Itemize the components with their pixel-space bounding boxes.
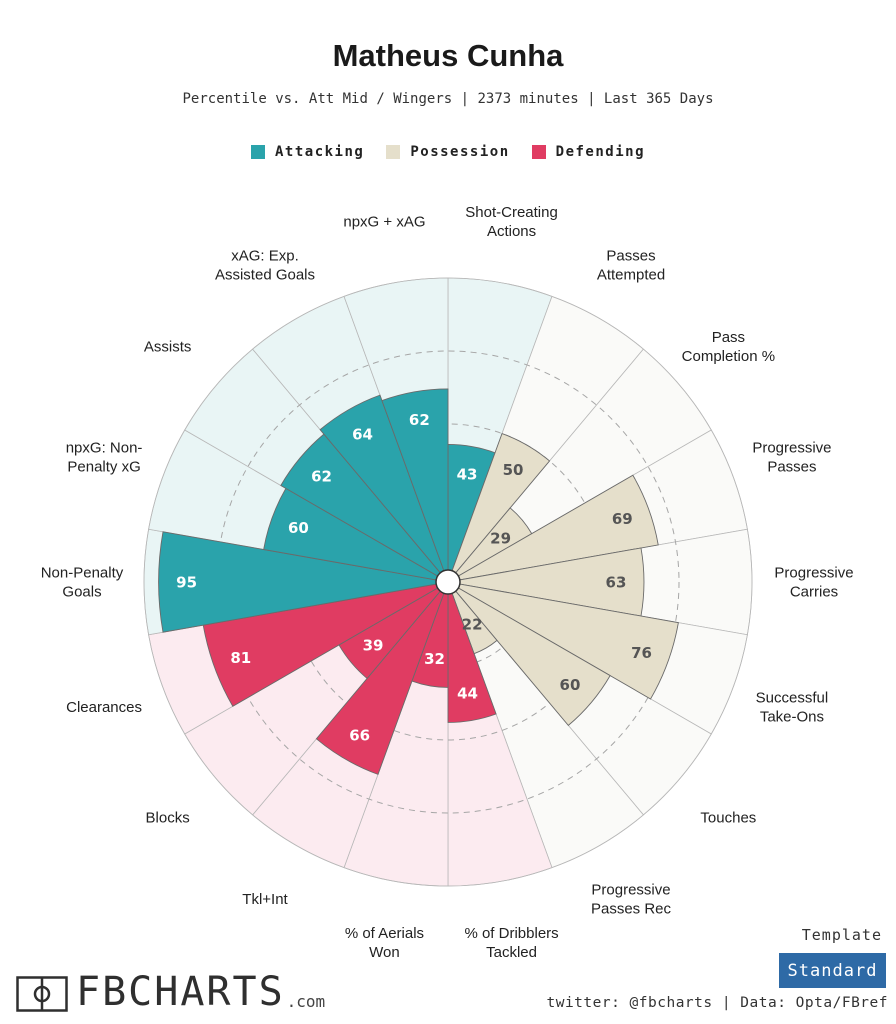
value-label: 60 <box>560 676 581 694</box>
value-label: 69 <box>612 510 633 528</box>
page-title: Matheus Cunha <box>332 38 564 73</box>
category-label: xAG: Exp. Assisted Goals <box>215 248 315 284</box>
category-label: Successful Take-Ons <box>756 690 829 726</box>
category-label: Progressive Carries <box>774 565 853 601</box>
category-label: npxG + xAG <box>343 214 425 231</box>
credits: twitter: @fbcharts | Data: Opta/FBref <box>546 995 888 1011</box>
value-label: 81 <box>230 649 251 667</box>
value-label: 43 <box>457 466 478 484</box>
legend-swatch-possession <box>386 145 401 159</box>
legend-item-attacking: Attacking <box>250 144 365 160</box>
category-label: Progressive Passes Rec <box>591 881 672 917</box>
page-subtitle: Percentile vs. Att Mid / Wingers | 2373 … <box>182 91 714 107</box>
category-label: Touches <box>700 809 756 826</box>
logo-wordmark: FBCHARTS <box>76 969 285 1015</box>
legend: Attacking Possession Defending <box>0 144 896 160</box>
value-label: 44 <box>457 684 478 702</box>
category-label: Shot-Creating Actions <box>465 204 558 240</box>
grid-ring <box>216 350 680 814</box>
value-label: 63 <box>606 574 627 592</box>
value-label: 50 <box>503 461 524 479</box>
fbcharts-logo: FBCHARTS .com <box>16 972 325 1012</box>
category-label: Pass Completion % <box>682 329 775 365</box>
legend-label-attacking: Attacking <box>274 144 365 160</box>
category-label: % of Aerials Won <box>345 925 424 961</box>
legend-label-possession: Possession <box>410 144 510 160</box>
value-label: 22 <box>462 615 483 633</box>
center-circle <box>435 569 461 595</box>
legend-item-defending: Defending <box>531 144 645 160</box>
category-label: Passes Attempted <box>597 248 665 284</box>
value-label: 29 <box>490 529 511 547</box>
legend-item-possession: Possession <box>386 144 509 160</box>
value-label: 62 <box>409 411 430 429</box>
legend-swatch-attacking <box>250 145 265 159</box>
value-label: 76 <box>631 644 652 662</box>
value-label: 62 <box>311 467 332 485</box>
template-badge: Standard <box>779 953 886 988</box>
category-label: Non-Penalty Goals <box>41 565 124 601</box>
legend-label-defending: Defending <box>555 144 645 160</box>
value-label: 95 <box>176 574 197 592</box>
category-label: Clearances <box>66 699 142 716</box>
category-label: Blocks <box>146 809 190 826</box>
category-label: Tkl+Int <box>242 891 288 908</box>
value-label: 32 <box>424 650 445 668</box>
logo-domain: .com <box>286 992 326 1011</box>
category-label: % of Dribblers Tackled <box>464 925 558 961</box>
outer-ring <box>143 277 753 887</box>
template-label: Template <box>801 926 882 944</box>
legend-swatch-defending <box>531 145 546 159</box>
value-label: 64 <box>352 426 373 444</box>
value-label: 39 <box>363 636 384 654</box>
category-label: Progressive Passes <box>752 439 831 475</box>
value-label: 66 <box>349 727 370 745</box>
value-label: 60 <box>288 519 309 537</box>
category-label: npxG: Non-Penalty xG <box>66 439 143 475</box>
pitch-icon <box>16 976 68 1012</box>
category-label: Assists <box>144 339 192 356</box>
